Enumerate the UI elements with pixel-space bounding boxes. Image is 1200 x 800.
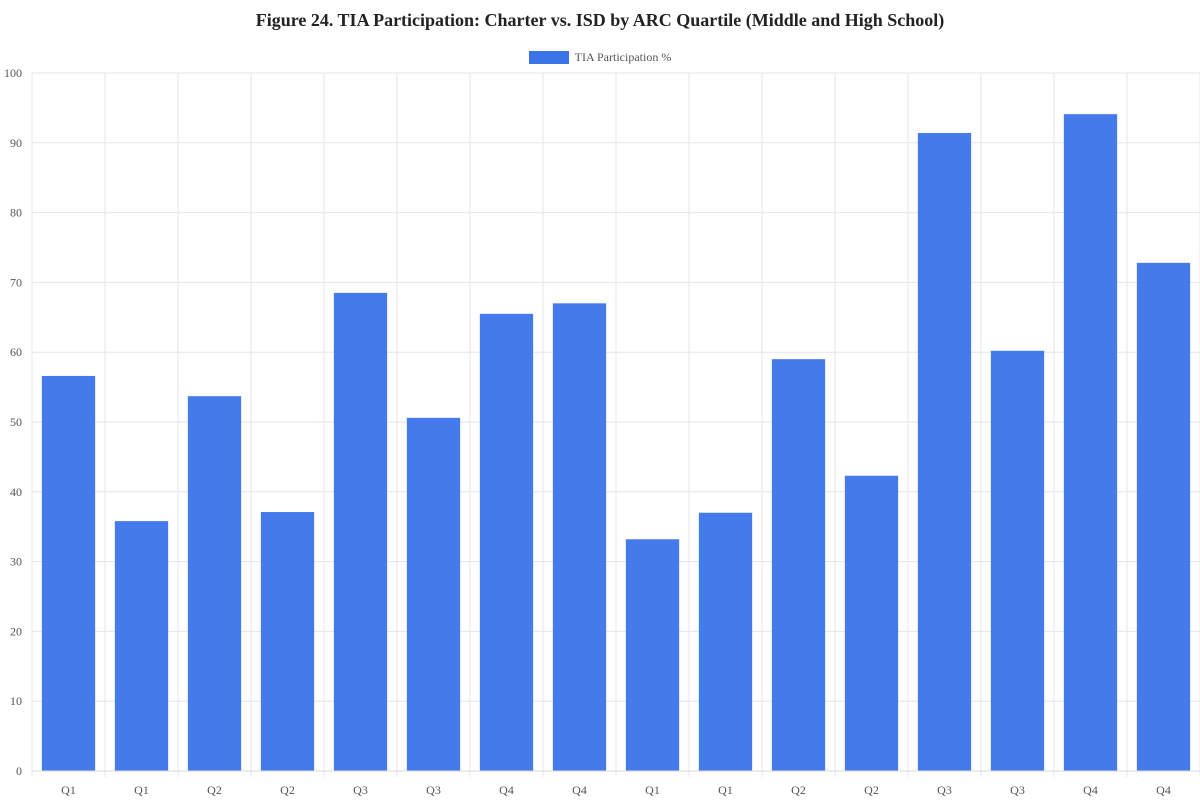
x-tick-label: Q2 xyxy=(864,783,879,797)
y-tick-label: 20 xyxy=(10,624,22,638)
y-tick-label: 0 xyxy=(16,764,22,778)
y-tick-label: 60 xyxy=(10,345,22,359)
bar[interactable] xyxy=(41,375,96,771)
x-tick-label: Q4 xyxy=(499,783,514,797)
x-tick-label: Q2 xyxy=(207,783,222,797)
y-tick-label: 30 xyxy=(10,555,22,569)
y-tick-label: 70 xyxy=(10,275,22,289)
bar[interactable] xyxy=(114,521,169,771)
x-tick-label: Q4 xyxy=(1156,783,1171,797)
x-tick-label: Q4 xyxy=(1083,783,1098,797)
legend[interactable]: TIA Participation % xyxy=(0,50,1200,65)
bar[interactable] xyxy=(260,512,315,771)
bar[interactable] xyxy=(698,512,753,771)
bar[interactable] xyxy=(771,359,826,771)
bar[interactable] xyxy=(479,313,534,771)
legend-label: TIA Participation % xyxy=(574,50,672,64)
y-tick-label: 90 xyxy=(10,136,22,150)
y-tick-label: 100 xyxy=(4,66,22,80)
bar[interactable] xyxy=(844,475,899,771)
x-tick-label: Q2 xyxy=(791,783,806,797)
bar[interactable] xyxy=(917,133,972,771)
x-tick-label: Q4 xyxy=(572,783,587,797)
bar[interactable] xyxy=(1136,262,1191,771)
x-tick-label: Q1 xyxy=(61,783,76,797)
x-tick-label: Q2 xyxy=(280,783,295,797)
bar[interactable] xyxy=(552,303,607,771)
bar[interactable] xyxy=(1063,114,1118,771)
bar[interactable] xyxy=(333,292,388,771)
x-tick-label: Q1 xyxy=(645,783,660,797)
legend-swatch xyxy=(528,51,569,64)
bar[interactable] xyxy=(625,539,680,771)
y-tick-label: 10 xyxy=(10,694,22,708)
x-tick-label: Q1 xyxy=(134,783,149,797)
x-tick-label: Q3 xyxy=(1010,783,1025,797)
y-tick-label: 50 xyxy=(10,415,22,429)
x-tick-label: Q3 xyxy=(937,783,952,797)
bar[interactable] xyxy=(406,417,461,771)
x-tick-label: Q3 xyxy=(353,783,368,797)
bar[interactable] xyxy=(990,350,1045,771)
bar[interactable] xyxy=(187,396,242,771)
y-tick-label: 80 xyxy=(10,206,22,220)
x-tick-label: Q3 xyxy=(426,783,441,797)
y-tick-label: 40 xyxy=(10,485,22,499)
chart-title: Figure 24. TIA Participation: Charter vs… xyxy=(255,10,945,30)
x-tick-label: Q1 xyxy=(718,783,733,797)
